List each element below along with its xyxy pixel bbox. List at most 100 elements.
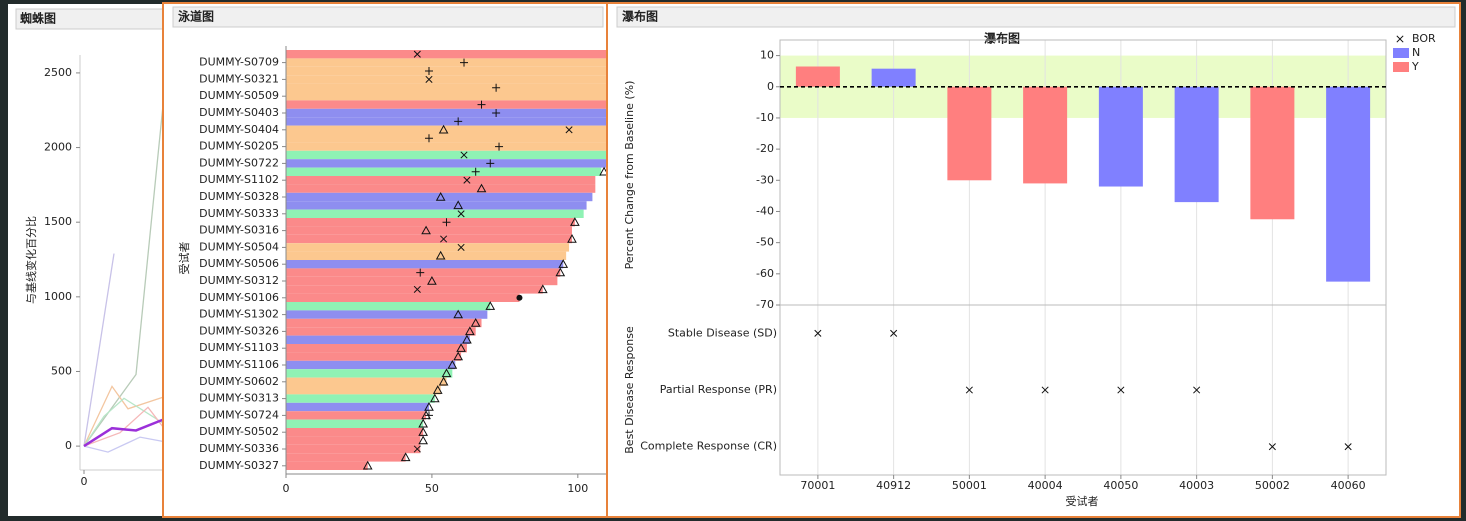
legend-swatch xyxy=(1393,48,1409,58)
bar xyxy=(286,377,447,386)
marker-plus xyxy=(486,159,495,168)
bar xyxy=(286,352,462,361)
bar xyxy=(1098,86,1143,187)
bar xyxy=(286,58,606,67)
marker-dot xyxy=(516,294,523,301)
bar xyxy=(286,92,606,101)
panel-header xyxy=(172,6,604,28)
marker-x xyxy=(457,210,465,218)
plot-area xyxy=(286,50,606,470)
bar xyxy=(286,419,424,428)
marker-plus xyxy=(454,117,463,126)
y-tick-label: 2000 xyxy=(44,141,72,154)
y-tick-label: DUMMY-S0403 xyxy=(199,106,279,119)
x-tick-label: 0 xyxy=(283,482,290,495)
marker-triangle xyxy=(537,284,548,294)
y-tick-label: DUMMY-S1106 xyxy=(199,358,279,371)
bar xyxy=(286,360,456,370)
marker-triangle xyxy=(456,343,466,352)
y-tick-label: -50 xyxy=(756,236,774,249)
marker-triangle xyxy=(400,452,411,462)
legend-label: N xyxy=(1412,46,1420,59)
panel-title: 瀑布图 xyxy=(622,9,658,24)
bar xyxy=(1326,86,1371,282)
y-tick-label: -40 xyxy=(756,204,774,217)
bar xyxy=(286,310,488,319)
panel-header xyxy=(616,6,1456,28)
y-tick-label: 2500 xyxy=(44,66,72,79)
bar xyxy=(286,209,584,218)
bar xyxy=(286,260,564,269)
y-tick-label: -20 xyxy=(756,142,774,155)
x-axis-label: 受试者 xyxy=(1066,495,1099,508)
series-line xyxy=(83,418,165,448)
bar xyxy=(286,83,606,92)
bar xyxy=(286,394,435,403)
y-tick-label: DUMMY-S0502 xyxy=(199,425,279,438)
marker-x xyxy=(460,151,468,159)
y-tick-label: DUMMY-S0506 xyxy=(199,257,279,270)
marker-triangle xyxy=(453,200,464,210)
y-tick-label: 10 xyxy=(760,49,774,62)
marker-triangle xyxy=(476,183,487,193)
marker-x xyxy=(814,329,822,337)
legend-swatch xyxy=(1393,62,1409,72)
marker-x xyxy=(1117,386,1125,394)
x-tick-label: 100 xyxy=(567,482,588,495)
bar xyxy=(286,226,572,235)
y-tick-label: DUMMY-S1302 xyxy=(199,308,279,321)
marker-plus xyxy=(424,134,433,143)
marker-x xyxy=(1041,386,1049,394)
bar xyxy=(286,75,606,84)
marker-triangle xyxy=(555,267,566,277)
swimmer-panel: 泳道图 受试者 DUMMY-S0709 DUMMY-S0321 DUMMY-S050… xyxy=(162,2,609,518)
response-level-label: Stable Disease (SD) xyxy=(668,326,777,339)
y-tick-label: 1500 xyxy=(44,215,72,228)
y-tick-label: DUMMY-S1102 xyxy=(199,173,279,186)
y-tick-label: DUMMY-S0602 xyxy=(199,375,279,388)
marker-triangle xyxy=(421,225,431,235)
marker-x xyxy=(425,75,433,83)
series-line xyxy=(83,385,165,447)
y-tick-label: DUMMY-S0328 xyxy=(199,190,279,203)
response-axis-label: Best Disease Response xyxy=(623,326,636,454)
y-tick-label: -70 xyxy=(756,298,774,311)
marker-plus xyxy=(495,142,504,151)
bar xyxy=(286,411,427,420)
x-tick-label: 40050 xyxy=(1103,479,1138,492)
bar xyxy=(286,125,606,134)
marker-plus xyxy=(442,218,451,227)
bar xyxy=(286,293,520,302)
bar xyxy=(286,167,602,176)
marker-triangle xyxy=(418,435,429,445)
marker-plus xyxy=(424,67,433,75)
y-tick-label: 0 xyxy=(767,80,774,93)
marker-plus xyxy=(477,100,486,109)
y-tick-label: DUMMY-S0504 xyxy=(199,240,279,253)
y-tick-label: DUMMY-S0333 xyxy=(199,207,279,220)
bar xyxy=(286,318,482,328)
marker-x xyxy=(440,235,448,243)
waterfall-panel: 瀑布图 瀑布图 Percent Change from Baseline (%)… xyxy=(606,2,1461,518)
marker-triangle xyxy=(435,250,446,260)
bar xyxy=(286,344,467,353)
y-tick-label: DUMMY-S0312 xyxy=(199,274,279,287)
marker-triangle xyxy=(438,124,449,134)
marker-plus xyxy=(471,167,480,176)
bar xyxy=(286,100,606,109)
marker-triangle xyxy=(429,393,440,403)
bar xyxy=(286,402,429,412)
y-tick-label: DUMMY-S0313 xyxy=(199,392,279,405)
bar xyxy=(286,461,368,470)
bar xyxy=(286,276,558,286)
bar xyxy=(286,327,476,336)
bar xyxy=(286,117,606,126)
bar xyxy=(286,386,441,395)
bar xyxy=(286,176,596,185)
marker-triangle xyxy=(462,334,472,344)
marker-triangle xyxy=(435,191,446,201)
bar xyxy=(286,184,596,193)
marker-plus xyxy=(416,268,425,277)
bar xyxy=(286,108,606,118)
bar xyxy=(871,68,916,87)
